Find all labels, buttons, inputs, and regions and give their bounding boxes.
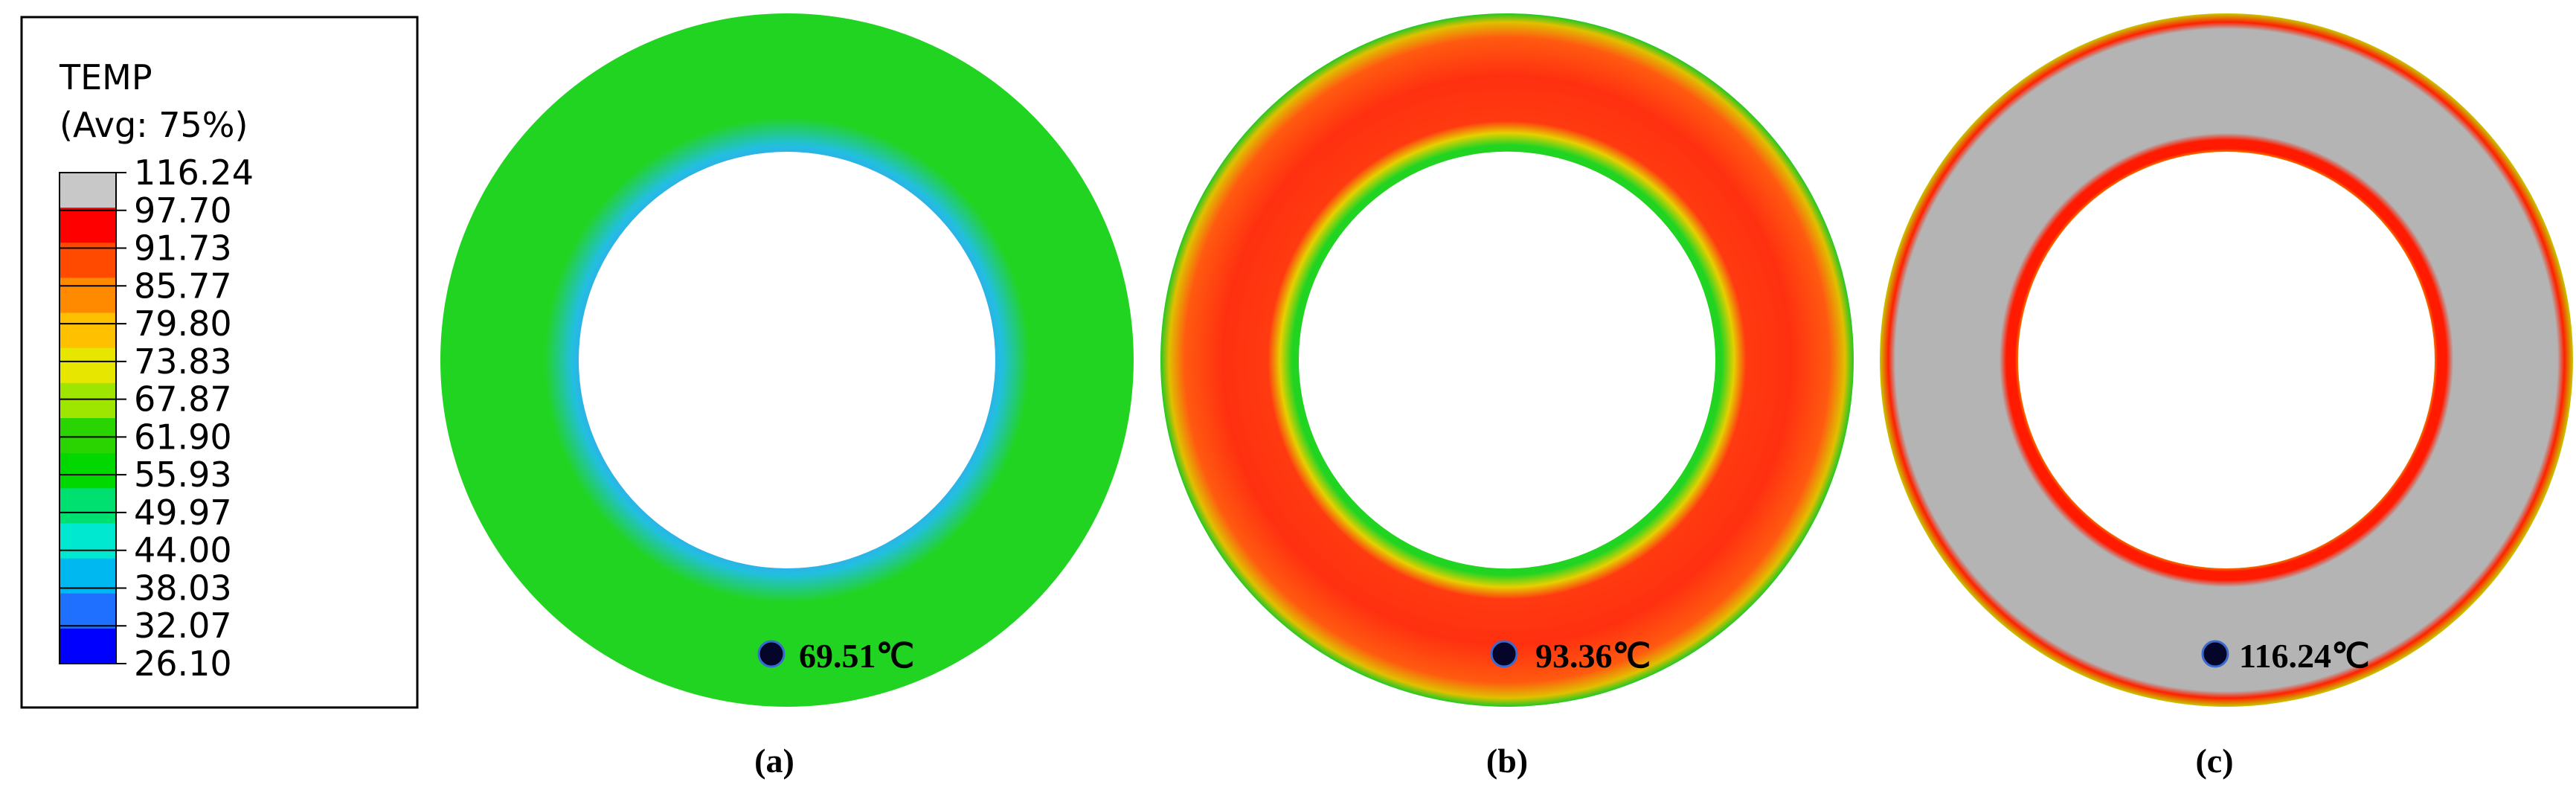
legend-tick-label: 79.80 (134, 304, 232, 344)
ring-a (440, 13, 1134, 707)
legend-swatch (60, 523, 116, 559)
panel-b: 93.36℃ (b) (1160, 13, 1854, 780)
legend-tick-label: 26.10 (134, 644, 232, 684)
marker-label-a: 69.51℃ (799, 637, 914, 675)
legend-tick-label: 38.03 (134, 568, 232, 608)
ring-b (1160, 13, 1854, 707)
legend-swatch (60, 628, 116, 664)
legend-swatch (60, 312, 116, 349)
legend-swatch (60, 277, 116, 314)
legend-swatch (60, 208, 116, 243)
panel-c: 116.24℃ (c) (1880, 13, 2573, 780)
legend-swatch (60, 173, 116, 208)
legend-tick-label: 73.83 (134, 341, 232, 382)
legend-tick-label: 91.73 (134, 228, 232, 269)
caption-a: (a) (754, 742, 794, 780)
legend-tick-labels: 116.2497.7091.7385.7779.8073.8367.8761.9… (60, 153, 254, 684)
legend-title: TEMP (59, 57, 152, 97)
caption-c: (c) (2195, 742, 2233, 780)
legend-swatch (60, 382, 116, 419)
legend-swatch (60, 347, 116, 384)
legend-swatch (60, 418, 116, 454)
legend-tick-label: 97.70 (134, 190, 232, 231)
panel-a: 69.51℃ (a) (440, 13, 1134, 780)
marker-dot-a (757, 640, 786, 668)
legend-swatch (60, 453, 116, 489)
legend-tick-label: 55.93 (134, 455, 232, 495)
legend-subtitle: (Avg: 75%) (60, 105, 248, 145)
marker-label-c: 116.24℃ (2239, 637, 2370, 675)
legend-tick-label: 116.24 (134, 153, 254, 193)
legend-tick-label: 44.00 (134, 530, 232, 571)
legend-tick-label: 61.90 (134, 417, 232, 457)
legend-tick-label: 67.87 (134, 379, 232, 420)
marker-label-b: 93.36℃ (1535, 637, 1651, 675)
legend-tick-label: 85.77 (134, 266, 232, 306)
caption-b: (b) (1486, 742, 1528, 780)
legend-tick-label: 32.07 (134, 606, 232, 646)
legend-color-bar (59, 172, 117, 664)
marker-dot-b (1490, 640, 1518, 668)
ring-c (1880, 13, 2573, 707)
legend-swatch (60, 593, 116, 629)
marker-dot-c (2201, 640, 2229, 668)
legend-swatch (60, 488, 116, 524)
legend-tick-label: 49.97 (134, 492, 232, 533)
legend: TEMP (Avg: 75%) 116.2497.7091.7385.7779.… (20, 16, 419, 709)
